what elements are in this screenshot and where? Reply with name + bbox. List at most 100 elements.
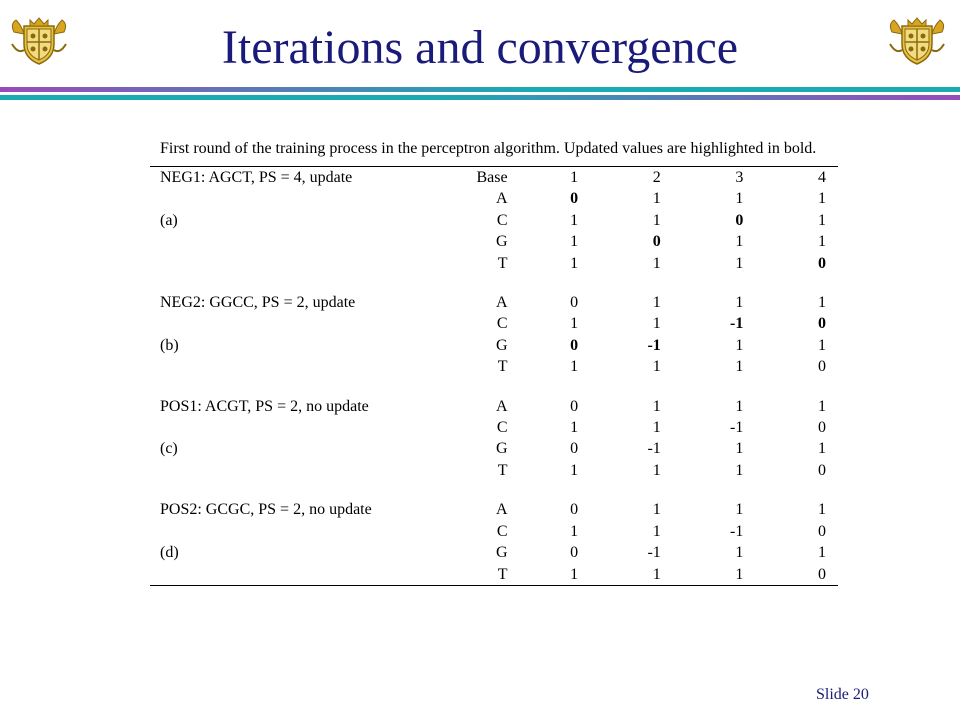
base-cell: C — [496, 211, 508, 229]
weight-cell: 0 — [570, 397, 579, 415]
base-cell: A — [496, 397, 508, 415]
row-label: POS1: ACGT, PS = 2, no update — [160, 397, 369, 415]
table-bottom-rule — [150, 584, 838, 586]
row-label: (a) — [160, 211, 178, 229]
table-row: A 0 1 1 1 — [150, 188, 838, 209]
weight-cell: -1 — [647, 440, 661, 458]
weight-cell: -1 — [730, 315, 744, 333]
row-label — [150, 253, 437, 274]
weight-cell: 0 — [570, 501, 579, 519]
weight-cell: 1 — [652, 294, 661, 312]
weight-cell: 1 — [570, 233, 579, 251]
row-label — [150, 313, 437, 334]
weight-cell: 1 — [652, 315, 661, 333]
table-caption: First round of the training process in t… — [160, 140, 817, 157]
table-row: C 1 1 -1 0 — [150, 521, 838, 542]
slide-number: Slide 20 — [816, 686, 869, 703]
row-label — [150, 356, 437, 377]
base-cell: T — [497, 461, 508, 479]
weight-cell: 1 — [570, 358, 579, 376]
weight-cell: 0 — [570, 294, 579, 312]
weight-cell: 1 — [652, 254, 661, 272]
weight-cell: 1 — [570, 315, 579, 333]
table-row: C 1 1 -1 0 — [150, 313, 838, 334]
base-cell: G — [496, 336, 508, 354]
group-spacer — [150, 378, 838, 396]
base-cell: G — [496, 440, 508, 458]
table-row: T 1 1 1 0 — [150, 356, 838, 377]
table-row: T 1 1 1 0 — [150, 564, 838, 585]
weight-cell: 1 — [735, 544, 744, 562]
weight-cell: 1 — [570, 522, 579, 540]
row-label: (c) — [160, 440, 178, 458]
base-cell: A — [496, 190, 508, 208]
header-col: 2 — [652, 169, 661, 186]
row-label — [150, 460, 437, 481]
row-label: NEG2: GGCC, PS = 2, update — [160, 294, 356, 312]
weight-cell: 0 — [818, 419, 826, 437]
row-label: POS2: GCGC, PS = 2, no update — [160, 501, 372, 519]
weight-cell: 0 — [818, 358, 826, 376]
weight-cell: 1 — [735, 254, 744, 272]
weight-cell: 1 — [735, 461, 744, 479]
row-label: (b) — [160, 336, 179, 354]
table-row: POS1: ACGT, PS = 2, no update A 0 1 1 1 — [150, 396, 838, 417]
caption-divider — [150, 166, 838, 167]
weight-cell: 1 — [818, 190, 826, 208]
weight-cell: 1 — [735, 190, 744, 208]
weight-cell: 1 — [818, 211, 826, 229]
table-row: (b) G 0 -1 1 1 — [150, 335, 838, 356]
base-cell: G — [496, 544, 508, 562]
table-row: T 1 1 1 0 — [150, 460, 838, 481]
weight-cell: 1 — [818, 544, 826, 562]
table-row: C 1 1 -1 0 — [150, 417, 838, 438]
weight-cell: 0 — [818, 461, 826, 479]
weight-cell: 1 — [652, 211, 661, 229]
table-header-row: NEG1: AGCT, PS = 4, update Base 1 2 3 4 — [150, 167, 838, 188]
weight-cell: 1 — [818, 397, 826, 415]
weights-table-body: NEG1: AGCT, PS = 4, update Base 1 2 3 4 … — [150, 167, 838, 585]
weight-cell: 1 — [652, 190, 661, 208]
weight-cell: 0 — [735, 211, 744, 229]
weight-cell: 1 — [652, 419, 661, 437]
weight-cell: 1 — [570, 461, 579, 479]
table-row: (d) G 0 -1 1 1 — [150, 542, 838, 563]
row-label: NEG1: AGCT, PS = 4, update — [160, 169, 353, 186]
row-label — [150, 564, 437, 585]
header-col: 1 — [570, 169, 579, 186]
weight-cell: 1 — [735, 440, 744, 458]
weight-cell: -1 — [647, 544, 661, 562]
weight-cell: 1 — [735, 358, 744, 376]
row-label: (d) — [160, 544, 179, 562]
weight-cell: -1 — [730, 522, 744, 540]
weights-table: NEG1: AGCT, PS = 4, update Base 1 2 3 4 … — [150, 167, 838, 585]
weight-cell: 1 — [570, 565, 579, 583]
base-cell: C — [496, 315, 508, 333]
table-row: (c) G 0 -1 1 1 — [150, 438, 838, 459]
weight-cell: 0 — [652, 233, 661, 251]
row-label — [150, 417, 437, 438]
header-rule — [0, 87, 960, 100]
weight-cell: 1 — [735, 233, 744, 251]
university-crest-icon — [11, 17, 67, 65]
weight-cell: 1 — [818, 440, 826, 458]
weight-cell: 1 — [818, 294, 826, 312]
base-cell: C — [496, 522, 508, 540]
header-base: Base — [476, 169, 508, 186]
weight-cell: 1 — [652, 358, 661, 376]
weight-cell: 0 — [818, 565, 826, 583]
group-spacer — [150, 481, 838, 499]
weight-cell: 0 — [818, 315, 826, 333]
weight-cell: 1 — [818, 501, 826, 519]
header-col: 3 — [735, 169, 744, 186]
table-row: NEG2: GGCC, PS = 2, update A 0 1 1 1 — [150, 292, 838, 313]
weight-cell: 1 — [735, 294, 744, 312]
perceptron-table: First round of the training process in t… — [150, 138, 838, 586]
base-cell: C — [496, 419, 508, 437]
row-label — [150, 188, 437, 209]
weight-cell: 1 — [652, 461, 661, 479]
table-row: (a) C 1 1 0 1 — [150, 210, 838, 231]
weight-cell: 0 — [570, 440, 579, 458]
weight-cell: 0 — [570, 544, 579, 562]
weight-cell: -1 — [647, 336, 661, 354]
